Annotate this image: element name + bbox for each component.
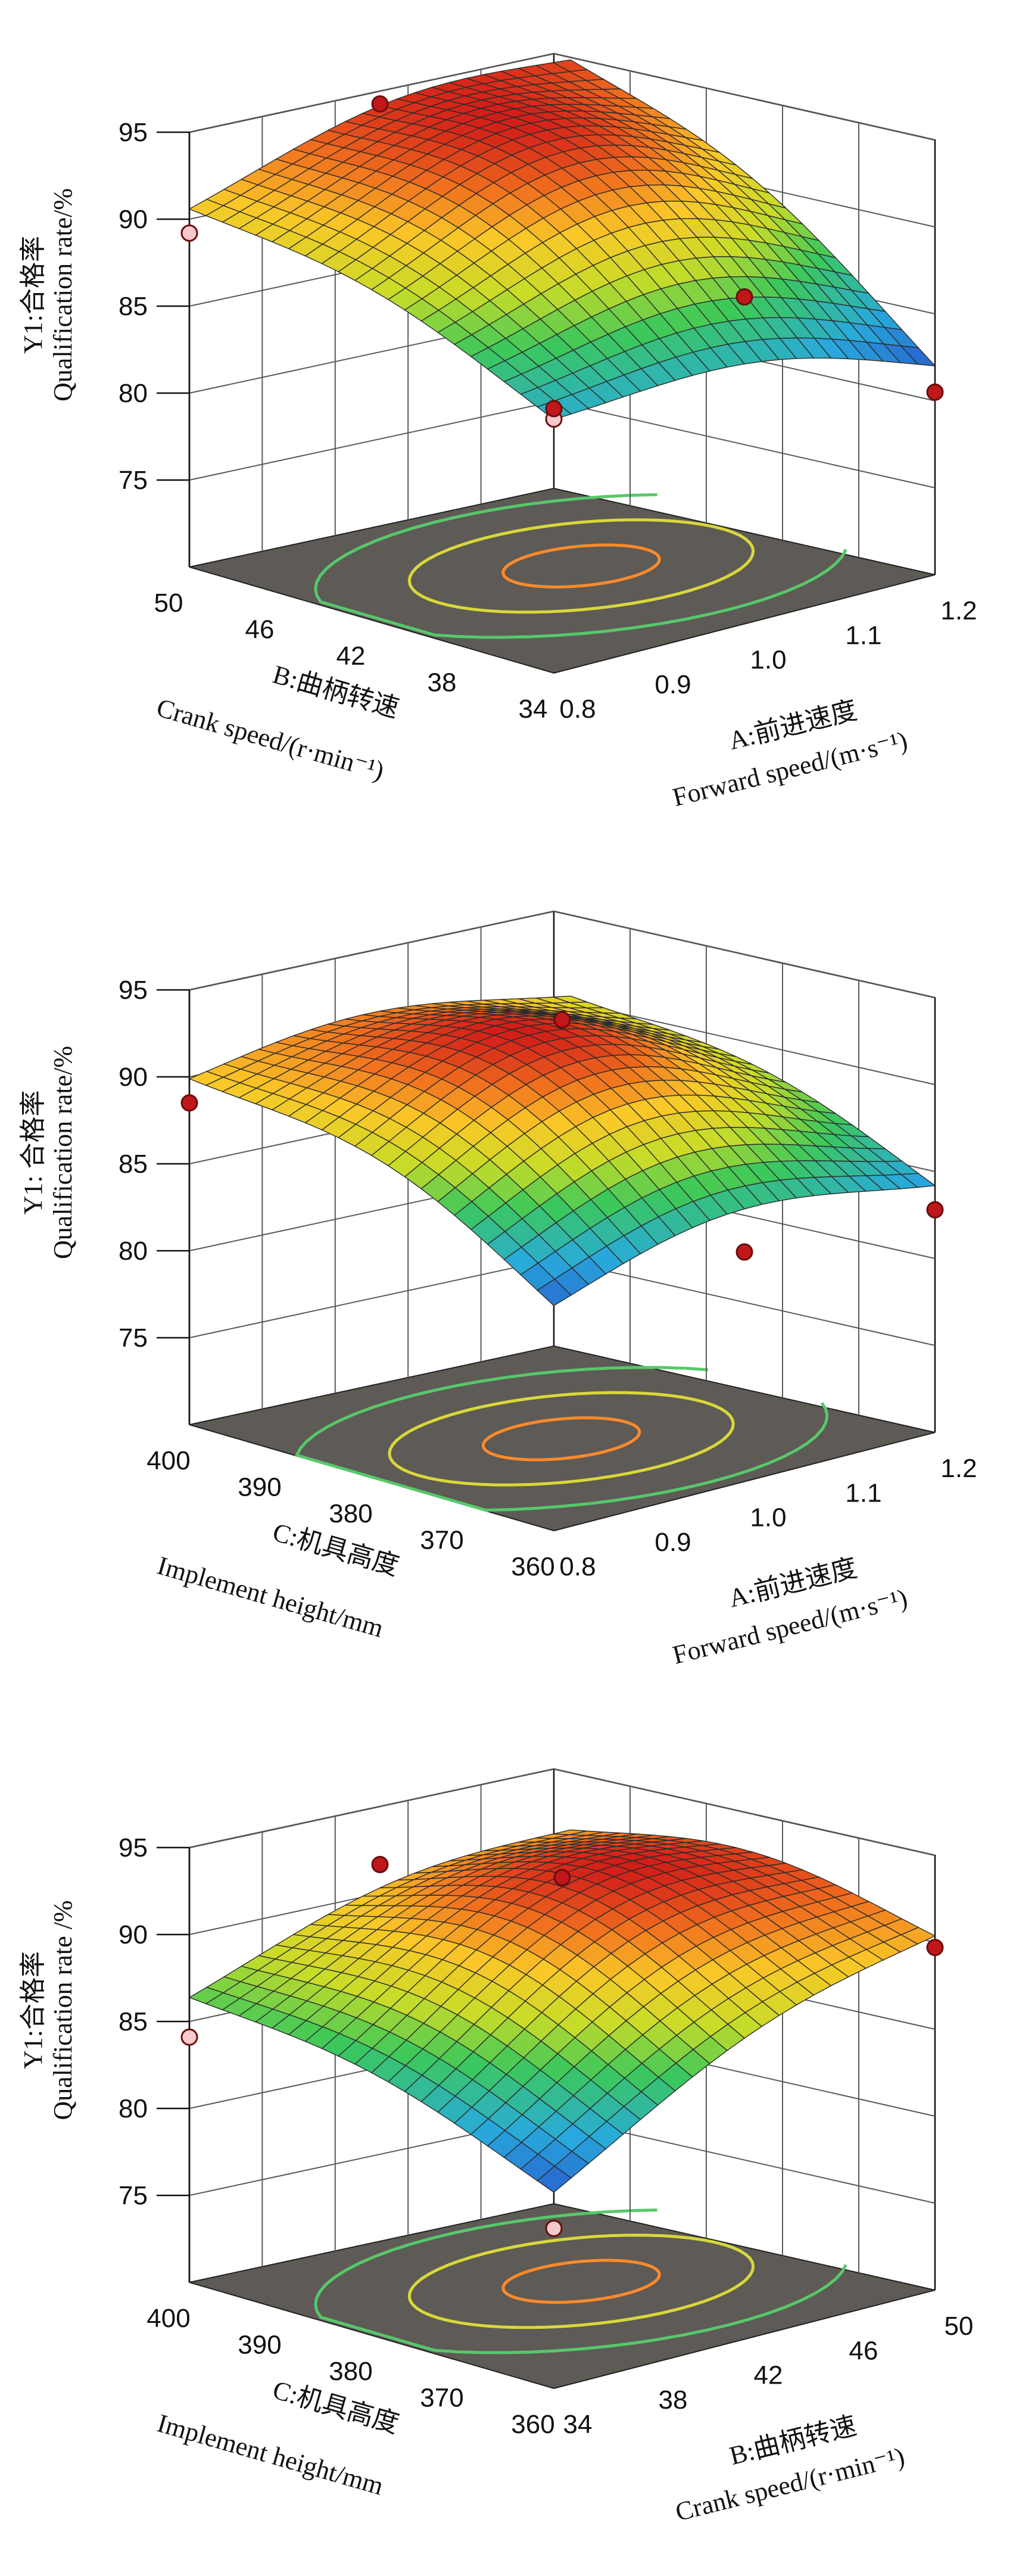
z-tick-label: 85 <box>119 292 148 321</box>
z-axis-label-line2: Qualification rate/% <box>48 1046 77 1259</box>
y-tick-label: 370 <box>420 2384 463 2413</box>
x-tick-label: 0.8 <box>559 694 596 724</box>
z-axis-label-line2: Qualification rate /% <box>48 1901 77 2120</box>
design-point <box>926 1201 944 1219</box>
design-point <box>180 224 198 242</box>
floor-contour-line <box>501 2259 661 2304</box>
x-tick-label: 38 <box>659 2385 688 2415</box>
z-tick-label: 80 <box>119 2094 148 2123</box>
z-tick-label: 80 <box>119 379 148 408</box>
floor-contour-line <box>407 518 755 614</box>
floor-plane <box>189 2203 936 2390</box>
design-point <box>735 1243 753 1261</box>
z-tick-label: 85 <box>119 1150 148 1179</box>
design-point <box>545 2219 563 2237</box>
design-point <box>371 1855 389 1873</box>
x-tick-label: 42 <box>754 2361 783 2390</box>
z-tick-label: 90 <box>119 205 148 234</box>
z-tick-label: 90 <box>119 1063 148 1092</box>
x-tick-label: 1.1 <box>845 621 881 650</box>
floor-contour-line <box>407 2234 755 2329</box>
design-point <box>180 2028 198 2046</box>
x-tick-label: 0.9 <box>654 670 691 699</box>
y-tick-label: 370 <box>420 1526 463 1555</box>
chart-2-forward-speed-vs-implement-height: 75 80 85 90 95 0.8 0.9 1.0 1.1 1.2 360 370 380 390 400… <box>18 910 977 1670</box>
design-point <box>545 400 563 418</box>
x-tick-label: 34 <box>563 2410 593 2439</box>
z-axis-label-line2: Qualification rate/% <box>48 188 77 401</box>
floor-contour-line <box>314 2208 847 2354</box>
design-point <box>926 383 944 401</box>
x-tick-label: 46 <box>849 2336 878 2365</box>
floor-contour-line <box>294 1366 829 1512</box>
z-axis-label-line1: Y1:合格率 <box>18 1951 48 2069</box>
z-tick-label: 75 <box>119 466 148 495</box>
design-point <box>553 1868 571 1886</box>
x-tick-label: 1.2 <box>940 596 977 625</box>
floor-contour-line <box>388 1391 735 1487</box>
y-tick-label: 42 <box>336 641 366 671</box>
y-tick-label: 34 <box>519 694 548 724</box>
design-point <box>371 95 389 113</box>
z-tick-label: 80 <box>119 1236 148 1266</box>
y-tick-label: 400 <box>147 1446 190 1475</box>
x-tick-label: 1.1 <box>845 1478 881 1507</box>
z-tick-label: 95 <box>119 1833 148 1862</box>
floor-plane <box>189 1345 936 1532</box>
z-tick-label: 75 <box>119 1323 148 1353</box>
z-tick-label: 85 <box>119 2007 148 2036</box>
z-tick-label: 90 <box>119 1920 148 1949</box>
z-tick-label: 75 <box>119 2181 148 2210</box>
z-tick-label: 95 <box>119 118 148 147</box>
x-tick-label: 50 <box>945 2312 974 2341</box>
y-tick-label: 380 <box>329 1499 372 1528</box>
design-point <box>735 288 753 306</box>
wall-gridline-z <box>189 52 936 141</box>
floor-contour-line <box>314 493 847 639</box>
y-tick-label: 400 <box>147 2304 190 2333</box>
y-tick-label: 50 <box>154 588 183 618</box>
y-tick-label: 390 <box>238 2331 281 2360</box>
x-tick-label: 1.0 <box>750 646 786 675</box>
floor-contour-line <box>481 1416 641 1462</box>
design-point <box>180 1094 198 1112</box>
chart-3-crank-speed-vs-implement-height: 75 80 85 90 95 34 38 42 46 50 360 370 380 390 400 Y1:合格… <box>18 1768 974 2527</box>
x-tick-label: 1.0 <box>750 1503 786 1532</box>
chart-1-forward-speed-vs-crank-speed: 75 80 85 90 95 0.8 0.9 1.0 1.1 1.2 34 38 42 46 50 Y1:合格… <box>18 52 977 812</box>
design-point <box>553 1011 571 1029</box>
y-tick-label: 380 <box>329 2357 372 2386</box>
z-axis-label-line1: Y1: 合格率 <box>18 1091 48 1215</box>
wall-gridline-z <box>189 1768 936 1856</box>
floor-contour-line <box>501 543 661 588</box>
y-tick-label: 38 <box>428 668 457 697</box>
y-tick-label: 360 <box>511 1552 554 1581</box>
y-tick-label: 46 <box>245 615 275 644</box>
surface-cell <box>537 1278 572 1307</box>
x-tick-label: 1.2 <box>940 1454 977 1483</box>
y-tick-label: 360 <box>511 2410 554 2439</box>
x-tick-label: 0.9 <box>654 1528 691 1557</box>
x-tick-label: 0.8 <box>559 1552 596 1581</box>
design-point <box>926 1939 944 1957</box>
y-tick-label: 390 <box>238 1473 281 1502</box>
z-tick-label: 95 <box>119 976 148 1005</box>
surface-cell <box>537 2166 572 2193</box>
z-axis-label-line1: Y1:合格率 <box>18 236 48 354</box>
floor-plane <box>189 487 936 674</box>
wall-gridline-z <box>189 910 936 998</box>
